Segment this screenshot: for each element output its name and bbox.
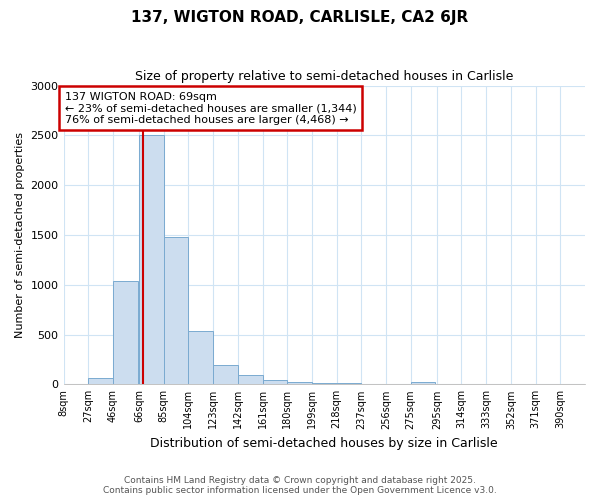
Bar (113, 280, 137, 384)
Y-axis label: Number of semi-detached properties: Number of semi-detached properties (15, 132, 25, 338)
Bar (88, 378, 113, 384)
Bar (139, 136, 164, 384)
Bar (238, 376, 263, 384)
Bar (164, 237, 188, 384)
Text: 137, WIGTON ROAD, CARLISLE, CA2 6JR: 137, WIGTON ROAD, CARLISLE, CA2 6JR (131, 10, 469, 25)
Title: Size of property relative to semi-detached houses in Carlisle: Size of property relative to semi-detach… (135, 70, 514, 83)
Text: 137 WIGTON ROAD: 69sqm
← 23% of semi-detached houses are smaller (1,344)
76% of : 137 WIGTON ROAD: 69sqm ← 23% of semi-det… (65, 92, 356, 124)
Bar (213, 366, 238, 384)
Bar (263, 380, 287, 384)
Bar (188, 330, 213, 384)
Bar (312, 383, 337, 384)
X-axis label: Distribution of semi-detached houses by size in Carlisle: Distribution of semi-detached houses by … (151, 437, 498, 450)
Text: Contains HM Land Registry data © Crown copyright and database right 2025.
Contai: Contains HM Land Registry data © Crown c… (103, 476, 497, 495)
Bar (411, 382, 436, 384)
Bar (287, 382, 312, 384)
